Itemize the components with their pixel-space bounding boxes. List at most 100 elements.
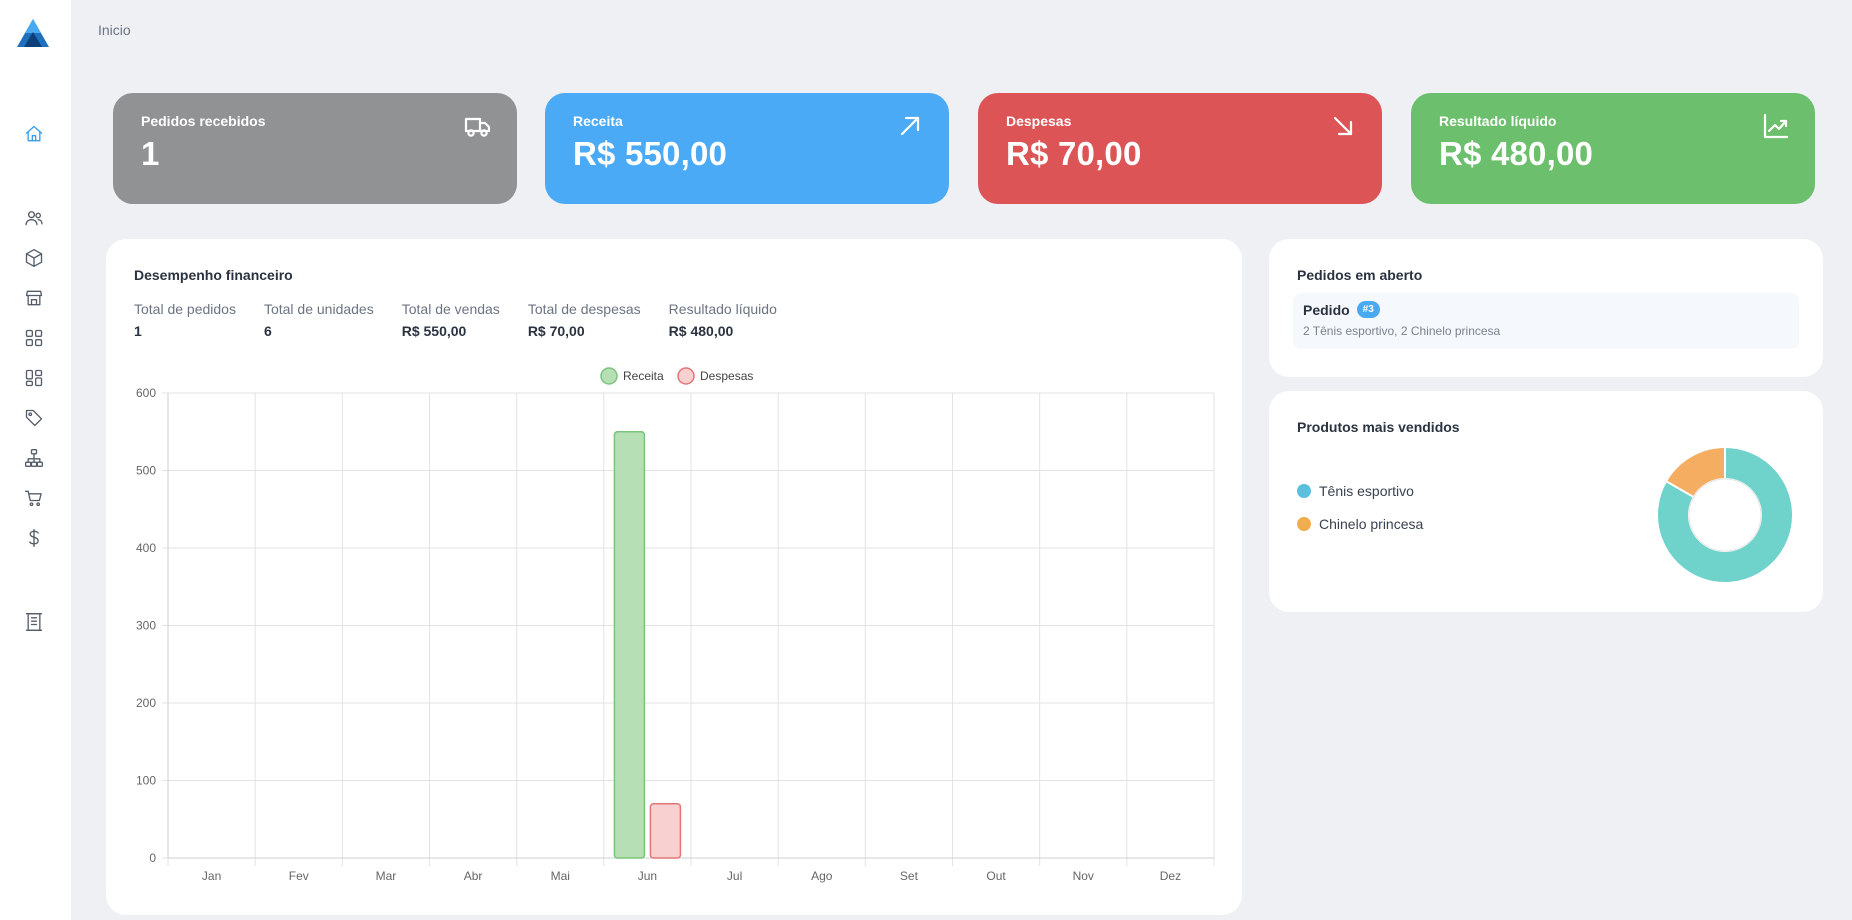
legend-label: Receita bbox=[623, 369, 664, 383]
donut-inner-ring bbox=[1688, 478, 1762, 552]
kpi-label: Resultado líquido bbox=[1439, 113, 1557, 129]
order-list-item[interactable]: Pedido #3 2 Tênis esportivo, 2 Chinelo p… bbox=[1293, 293, 1799, 349]
cart-icon bbox=[25, 490, 42, 507]
legend-dot bbox=[1297, 484, 1311, 498]
kpi-card-orders: Pedidos recebidos 1 bbox=[113, 93, 517, 204]
card-title: Desempenho financeiro bbox=[134, 267, 293, 283]
y-tick-label: 0 bbox=[149, 851, 156, 865]
open-orders-card: Pedidos em aberto Pedido #3 2 Tênis espo… bbox=[1269, 239, 1823, 377]
x-tick-label: Mai bbox=[551, 869, 570, 883]
kpi-label: Despesas bbox=[1006, 113, 1072, 129]
order-number-badge: #3 bbox=[1356, 301, 1380, 318]
receipt-icon bbox=[25, 613, 43, 631]
x-tick-label: Abr bbox=[464, 869, 483, 883]
arrow-down-right-icon bbox=[1328, 111, 1358, 141]
legend-dot bbox=[1297, 517, 1311, 531]
legend-label: Despesas bbox=[700, 369, 753, 383]
sidebar-item-structure[interactable] bbox=[22, 446, 46, 470]
x-tick-label: Nov bbox=[1073, 869, 1094, 883]
truck-icon bbox=[463, 111, 493, 141]
kpi-label: Receita bbox=[573, 113, 623, 129]
arrow-up-right-icon bbox=[895, 111, 925, 141]
y-tick-label: 400 bbox=[136, 541, 156, 555]
stat-value: 1 bbox=[134, 323, 142, 339]
y-tick-label: 600 bbox=[136, 386, 156, 400]
product-legend-item: Chinelo princesa bbox=[1297, 516, 1423, 532]
stat-total-orders: Total de pedidos 1 bbox=[134, 301, 236, 339]
kpi-card-net-result: Resultado líquido R$ 480,00 bbox=[1411, 93, 1815, 204]
x-tick-label: Out bbox=[986, 869, 1006, 883]
home-icon bbox=[25, 125, 43, 142]
stat-total-units: Total de unidades 6 bbox=[264, 301, 374, 339]
hierarchy-icon bbox=[25, 449, 43, 467]
stat-label: Total de despesas bbox=[527, 301, 641, 317]
sidebar-item-cart[interactable] bbox=[22, 486, 46, 510]
stat-value: 6 bbox=[263, 323, 272, 339]
dollar-icon bbox=[29, 529, 39, 547]
card-title: Produtos mais vendidos bbox=[1297, 419, 1460, 435]
kpi-card-expenses: Despesas R$ 70,00 bbox=[978, 93, 1382, 204]
sidebar-item-products[interactable] bbox=[22, 246, 46, 270]
sidebar-item-finance[interactable] bbox=[22, 526, 46, 550]
kpi-label: Pedidos recebidos bbox=[141, 113, 266, 129]
legend-swatch bbox=[677, 367, 695, 385]
kpi-value: R$ 550,00 bbox=[573, 135, 728, 172]
x-tick-label: Jan bbox=[202, 869, 221, 883]
stat-value: R$ 550,00 bbox=[401, 323, 467, 339]
y-tick-label: 200 bbox=[136, 696, 156, 710]
card-title: Pedidos em aberto bbox=[1297, 267, 1423, 283]
stat-value: R$ 70,00 bbox=[527, 323, 585, 339]
x-tick-label: Ago bbox=[811, 869, 833, 883]
stat-label: Total de vendas bbox=[401, 301, 500, 317]
top-products-card: Produtos mais vendidos Tênis esportivo C… bbox=[1269, 391, 1823, 612]
stat-label: Total de pedidos bbox=[134, 301, 236, 317]
stat-label: Total de unidades bbox=[263, 301, 374, 317]
product-name: Chinelo princesa bbox=[1319, 516, 1424, 532]
sidebar bbox=[0, 0, 71, 920]
sidebar-item-categories[interactable] bbox=[22, 326, 46, 350]
sidebar-item-store[interactable] bbox=[22, 286, 46, 310]
order-title: Pedido bbox=[1303, 301, 1350, 318]
bar-despesas bbox=[649, 803, 682, 859]
sidebar-item-reports[interactable] bbox=[22, 610, 46, 634]
kpi-value: R$ 480,00 bbox=[1439, 135, 1594, 172]
app-logo[interactable] bbox=[16, 18, 50, 48]
stat-total-expenses: Total de despesas R$ 70,00 bbox=[528, 301, 641, 339]
box-icon bbox=[25, 249, 43, 267]
sidebar-item-home[interactable] bbox=[22, 122, 46, 146]
performance-stats: Total de pedidos 1 Total de unidades 6 T… bbox=[134, 301, 805, 339]
grid-icon bbox=[25, 329, 43, 347]
product-legend-item: Tênis esportivo bbox=[1297, 483, 1414, 499]
sidebar-item-dashboard[interactable] bbox=[22, 366, 46, 390]
stat-value: R$ 480,00 bbox=[668, 323, 734, 339]
y-tick-label: 500 bbox=[136, 464, 156, 478]
stat-label: Resultado líquido bbox=[668, 301, 777, 317]
sidebar-item-tags[interactable] bbox=[22, 406, 46, 430]
users-icon bbox=[25, 211, 43, 226]
sidebar-item-users[interactable] bbox=[22, 206, 46, 230]
stat-total-sales: Total de vendas R$ 550,00 bbox=[402, 301, 500, 339]
x-tick-label: Fev bbox=[289, 869, 309, 883]
order-description: 2 Tênis esportivo, 2 Chinelo princesa bbox=[1303, 324, 1501, 338]
product-name: Tênis esportivo bbox=[1319, 483, 1414, 499]
tag-icon bbox=[25, 409, 43, 427]
breadcrumb: Inicio bbox=[98, 22, 131, 38]
kpi-value: R$ 70,00 bbox=[1006, 135, 1142, 172]
kpi-value: 1 bbox=[141, 135, 160, 172]
x-tick-label: Jul bbox=[727, 869, 742, 883]
x-tick-label: Jun bbox=[638, 869, 657, 883]
x-tick-label: Set bbox=[900, 869, 919, 883]
stat-net-result: Resultado líquido R$ 480,00 bbox=[669, 301, 777, 339]
dashboard-icon bbox=[25, 369, 43, 387]
kpi-card-revenue: Receita R$ 550,00 bbox=[545, 93, 949, 204]
financial-bar-chart: 0 100 200 300 400 500 600 Jan Fev Mar Abr Mai Jun Jul… bbox=[136, 367, 1215, 883]
y-tick-label: 100 bbox=[136, 774, 156, 788]
bar-receita bbox=[613, 431, 646, 859]
top-products-donut-chart bbox=[1656, 445, 1794, 584]
legend-swatch bbox=[600, 367, 618, 385]
financial-performance-card: Desempenho financeiro Total de pedidos 1… bbox=[106, 239, 1242, 915]
store-icon bbox=[25, 290, 43, 306]
x-tick-label: Mar bbox=[376, 869, 397, 883]
y-tick-label: 300 bbox=[136, 619, 156, 633]
chart-line-icon bbox=[1761, 111, 1791, 141]
